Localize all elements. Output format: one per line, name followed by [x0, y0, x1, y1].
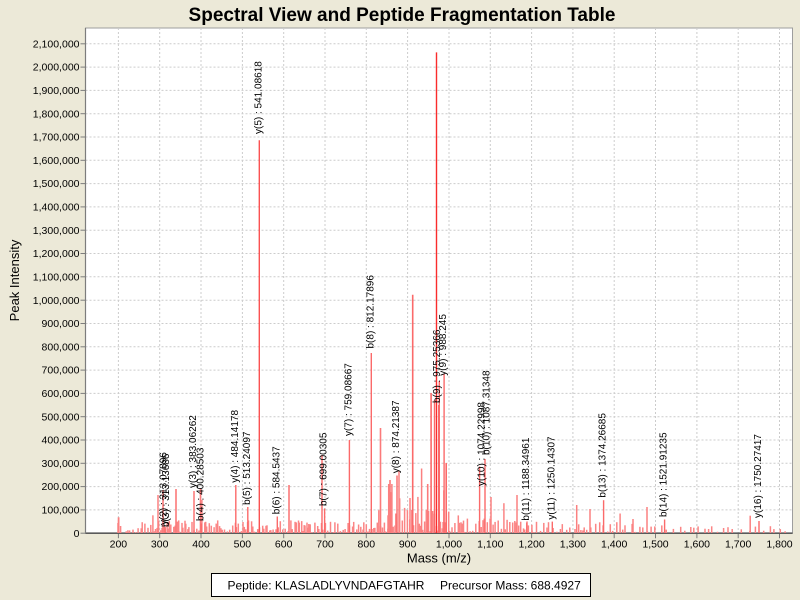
svg-text:400,000: 400,000 — [42, 435, 80, 447]
svg-text:600: 600 — [275, 539, 293, 551]
svg-text:1,400: 1,400 — [601, 539, 627, 551]
svg-text:y(5) : 541.08618: y(5) : 541.08618 — [253, 61, 264, 134]
svg-text:1,800,000: 1,800,000 — [33, 108, 80, 120]
svg-text:1,700: 1,700 — [725, 539, 751, 551]
svg-text:b(13) : 1374.26685: b(13) : 1374.26685 — [598, 413, 609, 498]
svg-text:Peak Intensity: Peak Intensity — [7, 239, 22, 321]
svg-text:y(9) : 988.245: y(9) : 988.245 — [438, 314, 449, 376]
svg-text:200: 200 — [110, 539, 128, 551]
svg-text:900,000: 900,000 — [42, 318, 80, 330]
svg-text:Peptide: KLASLADLYVNDAFGTAHR: Peptide: KLASLADLYVNDAFGTAHR — [228, 579, 425, 593]
svg-text:1,000: 1,000 — [436, 539, 462, 551]
svg-text:b(3) : 313.13686: b(3) : 313.13686 — [161, 453, 172, 527]
svg-text:1,200: 1,200 — [518, 539, 544, 551]
svg-text:b(5) : 513.24097: b(5) : 513.24097 — [242, 431, 253, 505]
svg-text:b(6) : 584.5437: b(6) : 584.5437 — [271, 446, 282, 514]
svg-text:b(14) : 1521.91235: b(14) : 1521.91235 — [659, 432, 670, 517]
svg-text:y(16) : 1750.27417: y(16) : 1750.27417 — [753, 434, 764, 518]
svg-text:600,000: 600,000 — [42, 388, 80, 400]
svg-text:y(11) : 1250.14307: y(11) : 1250.14307 — [546, 436, 557, 520]
svg-text:900: 900 — [399, 539, 417, 551]
svg-text:b(4) : 400.28503: b(4) : 400.28503 — [195, 447, 206, 521]
svg-text:b(10) : 1087.31348: b(10) : 1087.31348 — [482, 370, 493, 455]
svg-text:y(7) : 759.08667: y(7) : 759.08667 — [344, 363, 355, 436]
svg-text:1,100,000: 1,100,000 — [33, 271, 80, 283]
svg-text:1,200,000: 1,200,000 — [33, 248, 80, 260]
svg-text:400: 400 — [192, 539, 210, 551]
svg-text:500,000: 500,000 — [42, 411, 80, 423]
svg-text:Spectral View and Peptide Frag: Spectral View and Peptide Fragmentation … — [189, 5, 616, 26]
svg-text:300: 300 — [151, 539, 169, 551]
svg-text:1,400,000: 1,400,000 — [33, 202, 80, 214]
svg-text:b(9) : 975.25366: b(9) : 975.25366 — [432, 329, 443, 403]
svg-text:y(4) : 484.14178: y(4) : 484.14178 — [230, 410, 241, 483]
svg-text:1,100: 1,100 — [477, 539, 503, 551]
svg-text:2,000,000: 2,000,000 — [33, 62, 80, 74]
svg-text:1,500: 1,500 — [642, 539, 668, 551]
svg-text:800,000: 800,000 — [42, 341, 80, 353]
svg-text:500: 500 — [234, 539, 252, 551]
svg-text:800: 800 — [358, 539, 376, 551]
svg-text:y(3) : 383.06262: y(3) : 383.06262 — [188, 415, 199, 488]
svg-text:0: 0 — [74, 528, 80, 540]
svg-text:1,000,000: 1,000,000 — [33, 295, 80, 307]
svg-text:1,800: 1,800 — [766, 539, 792, 551]
svg-text:700,000: 700,000 — [42, 365, 80, 377]
svg-text:1,500,000: 1,500,000 — [33, 178, 80, 190]
svg-text:100,000: 100,000 — [42, 505, 80, 517]
svg-text:y(2) : 313.07896: y(2) : 313.07896 — [159, 452, 170, 525]
svg-text:1,300,000: 1,300,000 — [33, 225, 80, 237]
svg-text:b(8) : 812.17896: b(8) : 812.17896 — [365, 275, 376, 349]
svg-text:1,600: 1,600 — [684, 539, 710, 551]
svg-text:300,000: 300,000 — [42, 458, 80, 470]
svg-text:1,900,000: 1,900,000 — [33, 85, 80, 97]
svg-text:b(11) : 1188.34961: b(11) : 1188.34961 — [521, 437, 532, 520]
svg-text:1,300: 1,300 — [560, 539, 586, 551]
svg-text:y(8) : 874.21387: y(8) : 874.21387 — [391, 400, 402, 473]
svg-text:Precursor Mass: 688.4927: Precursor Mass: 688.4927 — [440, 579, 581, 593]
svg-text:2,100,000: 2,100,000 — [33, 38, 80, 50]
svg-text:1,600,000: 1,600,000 — [33, 155, 80, 167]
svg-text:y(10) : 1074.22998: y(10) : 1074.22998 — [477, 402, 488, 486]
svg-text:700: 700 — [316, 539, 334, 551]
svg-text:b(7) : 699.00305: b(7) : 699.00305 — [319, 432, 330, 506]
svg-text:Mass (m/z): Mass (m/z) — [407, 551, 471, 566]
svg-text:1,700,000: 1,700,000 — [33, 132, 80, 144]
svg-text:200,000: 200,000 — [42, 481, 80, 493]
